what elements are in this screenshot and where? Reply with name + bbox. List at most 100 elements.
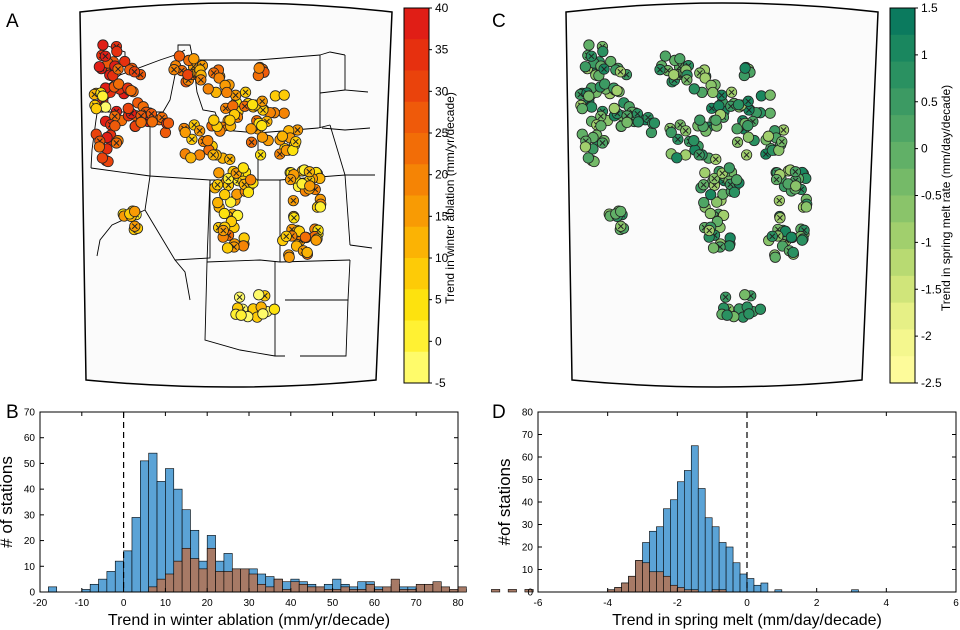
map-a-station-dot — [179, 126, 191, 139]
map-c-station-marker — [718, 92, 725, 99]
colorbar-a-tick-label: 40 — [435, 1, 449, 15]
colorbar-c-swatch — [890, 34, 915, 63]
hist-d-bar-s2 — [649, 571, 657, 593]
hist-d-y-tick-label: 0 — [527, 588, 533, 599]
hist-b-y-tick-label: 20 — [24, 536, 36, 547]
hist-d-bar-s1 — [760, 582, 769, 593]
map-c-station-dot — [731, 123, 743, 135]
hist-d-x-tick-label: -6 — [534, 598, 543, 609]
map-a — [79, 2, 393, 388]
map-c-station-dot — [731, 174, 743, 186]
panel-label-d: D — [492, 402, 506, 423]
map-a-station-dot — [219, 188, 231, 201]
hist-b-bar-s2 — [440, 586, 450, 593]
map-a-station-dot — [278, 89, 290, 101]
hist-d-bar-s2 — [642, 562, 650, 593]
map-c-station-marker — [777, 214, 783, 221]
colorbar-a-swatch — [404, 8, 429, 40]
colorbar-c-swatch — [890, 302, 915, 330]
hist-b-bar-s2 — [248, 573, 258, 593]
map-a-station-marker — [241, 103, 248, 110]
map-c-station-dot — [699, 72, 711, 84]
map-a-station-dot — [253, 62, 265, 74]
colorbar-a-swatch — [404, 164, 429, 196]
map-a-station-dot — [304, 180, 316, 192]
colorbar-a-tick-label: 35 — [435, 43, 449, 57]
map-a-station-dot — [125, 85, 137, 97]
colorbar-c-tick-label: -2.5 — [921, 376, 942, 390]
map-c-station-marker — [601, 66, 608, 73]
map-c-station-dot — [632, 116, 644, 128]
map-c-station-marker — [683, 76, 690, 83]
colorbar-c-tick-label: -0.5 — [921, 189, 942, 203]
map-a-station-dot — [146, 116, 158, 128]
map-c-station-dot — [790, 180, 802, 192]
map-c-station-dot — [769, 251, 781, 263]
panel-label-c: C — [492, 11, 506, 32]
colorbar-c-swatch — [890, 141, 915, 170]
hist-b-bar-s1 — [89, 583, 99, 593]
colorbar-a-tick-label: 30 — [435, 84, 449, 98]
map-a-station-dot — [208, 114, 220, 126]
map-c-station-marker — [728, 89, 735, 96]
map-a-station-dot — [122, 102, 134, 114]
map-a-station-dot — [224, 114, 236, 126]
hist-d-x-tick-label: 4 — [884, 598, 890, 609]
hist-d-bar-s1 — [746, 578, 755, 593]
colorbar-a-tick-label: 5 — [435, 293, 442, 307]
map-a-station-dot — [237, 240, 250, 252]
hist-d-bar-s1 — [732, 562, 741, 593]
colorbar-a: 40 35 30 25 20 15 10 5 0 -5 — [403, 1, 449, 390]
map-a-station-marker — [236, 294, 243, 301]
map-c-station-marker — [657, 66, 663, 73]
map-c-station-marker — [711, 175, 718, 182]
map-a-station-dot — [246, 99, 259, 111]
map-c-station-dot — [608, 102, 620, 114]
hist-b-y-tick-label: 40 — [24, 485, 36, 496]
map-c-station-dot — [723, 162, 735, 174]
map-c-station-dot — [595, 120, 607, 132]
hist-d-x-tick-label: -2 — [673, 598, 682, 609]
hist-b-bar-s2 — [257, 583, 267, 593]
hist-d-bar-s1 — [739, 573, 748, 593]
hist-b-x-tick-label: 80 — [452, 598, 464, 609]
map-c-station-dot — [671, 152, 683, 164]
map-c-station-dot — [796, 234, 808, 246]
hist-d-bar-s2 — [621, 582, 629, 593]
hist-d-bar-s1 — [690, 445, 699, 593]
map-a-station-marker — [260, 107, 266, 113]
map-a-station-dot — [188, 53, 200, 65]
hist-d-bar-s1 — [697, 488, 706, 593]
colorbar-a-tick-label: 25 — [435, 126, 449, 140]
colorbar-c-swatch — [890, 115, 915, 143]
map-a-stations — [88, 39, 327, 323]
hist-b-bar-s1 — [98, 578, 108, 593]
map-a-station-dot — [213, 72, 225, 84]
map-c-station-marker — [773, 176, 780, 183]
hist-b-bar-s2 — [382, 586, 392, 593]
map-c-station-dot — [688, 135, 700, 147]
colorbar-c-swatch — [890, 88, 915, 116]
hist-b-bar-s2 — [206, 547, 216, 593]
hist-b-bar-s2 — [165, 573, 175, 593]
hist-b-bar-s2 — [424, 583, 434, 593]
map-a-station-marker — [291, 214, 297, 221]
map-c-station-marker — [700, 181, 707, 188]
map-c-station-dot — [800, 201, 812, 213]
map-a-station-dot — [202, 135, 214, 147]
hist-d-x-tick-label: -4 — [603, 598, 612, 609]
colorbar-c-swatch — [890, 61, 915, 89]
hist-b-x-axis-label: Trend in winter ablation (mm/yr/decade) — [108, 612, 390, 629]
map-a-station-dot — [213, 167, 225, 179]
map-a-station-dot — [299, 231, 311, 243]
map-a-station-marker — [148, 110, 155, 117]
hist-b-bar-s2 — [173, 560, 183, 593]
map-a-station-dot — [212, 197, 224, 209]
hist-b-bar-s2 — [240, 568, 250, 593]
colorbar-a-swatch — [404, 101, 429, 134]
map-a-station-dot — [301, 246, 313, 259]
hist-b-y-tick-label: 0 — [29, 588, 35, 599]
map-a-station-marker — [196, 127, 203, 134]
map-a-station-marker — [102, 53, 109, 60]
